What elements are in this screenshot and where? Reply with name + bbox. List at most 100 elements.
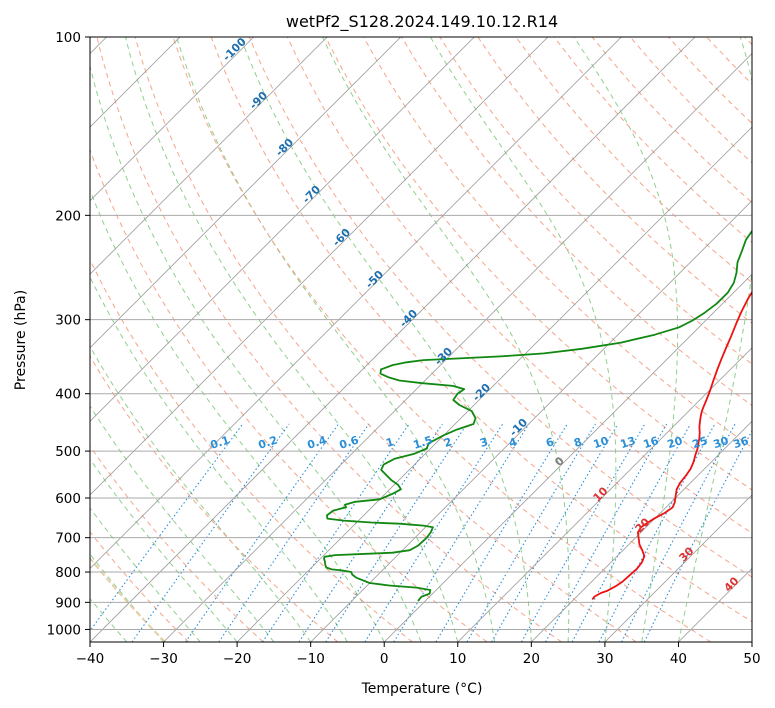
dry-adiabat [134, 37, 637, 642]
isotherm-line [90, 37, 696, 642]
moist-adiabat [90, 458, 238, 642]
mixing-ratio-label: 0.6 [338, 433, 361, 451]
dry-adiabat [90, 531, 190, 642]
moist-adiabat [90, 507, 201, 642]
moist-adiabats [90, 37, 752, 642]
mixing-ratio-line [262, 423, 410, 642]
mixing-ratio-line [364, 423, 504, 642]
mixing-ratio-line [131, 423, 290, 642]
mixing-ratio-label: 20 [666, 434, 685, 451]
mixing-ratio-label: 0.2 [257, 433, 280, 451]
isotherm-line [90, 37, 402, 349]
y-tick-label: 300 [55, 313, 81, 329]
dry-adiabat [96, 37, 562, 642]
y-axis-label: Pressure (hPa) [13, 290, 29, 390]
mixing-ratio-label: 6 [544, 435, 556, 450]
reference-adiabat [90, 556, 166, 642]
mixing-ratio-line [521, 423, 646, 642]
chart-title: wetPf2_S128.2024.149.10.12.R14 [286, 12, 558, 32]
mixing-ratio-line [435, 423, 568, 642]
mixing-ratio-line [643, 429, 752, 642]
mixing-ratio-line [545, 423, 668, 642]
mixing-ratio-label: 1 [384, 435, 395, 450]
temperature-profile [591, 290, 752, 601]
moist-adiabat [240, 37, 532, 642]
isotherm-line [236, 126, 752, 642]
mixing-ratio-label: 13 [619, 434, 638, 451]
moist-adiabat [176, 37, 496, 642]
dry-adiabat [515, 37, 752, 284]
isotherm-line [90, 37, 328, 275]
y-tick-label: 600 [55, 491, 81, 507]
isotherm-line [310, 200, 752, 642]
x-tick-label: −10 [296, 651, 325, 667]
x-axis-label: Temperature (°C) [361, 681, 483, 697]
x-tick-label: −20 [223, 651, 252, 667]
profile-series [323, 229, 752, 602]
mixing-ratio-label: 8 [572, 435, 583, 450]
y-tick-label: 800 [55, 565, 81, 581]
y-tick-label: 1000 [47, 622, 81, 638]
isotherms [90, 37, 752, 642]
x-tick-label: 50 [743, 651, 760, 667]
mixing-ratio-label: 25 [691, 434, 710, 451]
mixing-ratio-line [466, 423, 596, 642]
mixing-ratio-label: 10 [592, 434, 611, 451]
isotherm-line [90, 37, 622, 570]
x-tick-label: −40 [76, 651, 105, 667]
mixing-ratio-label: 36 [732, 434, 751, 451]
moist-adiabat [573, 37, 679, 642]
x-tick-label: 20 [523, 651, 540, 667]
moist-adiabat [90, 64, 422, 642]
y-tick-label: 700 [55, 531, 81, 547]
x-tick-label: 10 [449, 651, 466, 667]
isotherm-line [90, 37, 254, 202]
moist-adiabat [125, 37, 459, 642]
dry-adiabat [439, 37, 752, 365]
mixing-ratio-label: 16 [642, 434, 661, 451]
isobars [90, 37, 752, 630]
isotherm-line [604, 494, 752, 642]
isotherm-line [457, 347, 752, 642]
isotherm-line [163, 52, 752, 642]
y-tick-label: 200 [55, 208, 81, 224]
dry-adiabat [172, 37, 712, 642]
mixing-ratio-label: 2 [442, 435, 453, 450]
dewpoint-profile [323, 229, 752, 602]
dry-adiabat [90, 445, 264, 642]
y-tick-label: 100 [55, 30, 81, 46]
mixing-ratio-line [393, 423, 530, 642]
moist-adiabat [90, 553, 164, 642]
mixing-ratio-line [218, 423, 370, 642]
x-tick-label: 40 [670, 651, 687, 667]
isotherm-line [90, 37, 475, 422]
mixing-ratio-label: 3 [478, 435, 489, 450]
dry-adiabat [90, 148, 488, 642]
x-tick-label: 30 [596, 651, 613, 667]
moist-adiabat [322, 37, 570, 642]
mixing-ratio-line [571, 423, 691, 642]
mixing-ratio-label: 4 [507, 435, 519, 450]
x-tick-label: 0 [380, 651, 389, 667]
plot-frame [89, 36, 753, 643]
y-tick-label: 500 [55, 444, 81, 460]
mixing-ratio-label: 0.4 [306, 433, 329, 451]
dry-adiabat [210, 37, 752, 623]
dry-adiabat [248, 37, 752, 578]
dry-adiabat [401, 37, 752, 407]
moist-adiabat [90, 597, 128, 642]
moist-adiabat [90, 345, 312, 642]
mixing-ratio-label: 0.1 [209, 433, 232, 451]
isotherm-line [383, 273, 752, 642]
x-axis-ticks: −40 −30 −20 −10 0 10 20 30 40 50 [76, 642, 761, 667]
moist-adiabat [429, 37, 617, 642]
x-tick-label: −30 [149, 651, 178, 667]
y-tick-label: 900 [55, 595, 81, 611]
moist-adiabat [90, 405, 275, 642]
isotherm-line [531, 420, 752, 642]
dry-adiabat [90, 355, 339, 642]
mixing-ratio-line [185, 423, 339, 642]
mixing-ratio-line [621, 423, 736, 642]
